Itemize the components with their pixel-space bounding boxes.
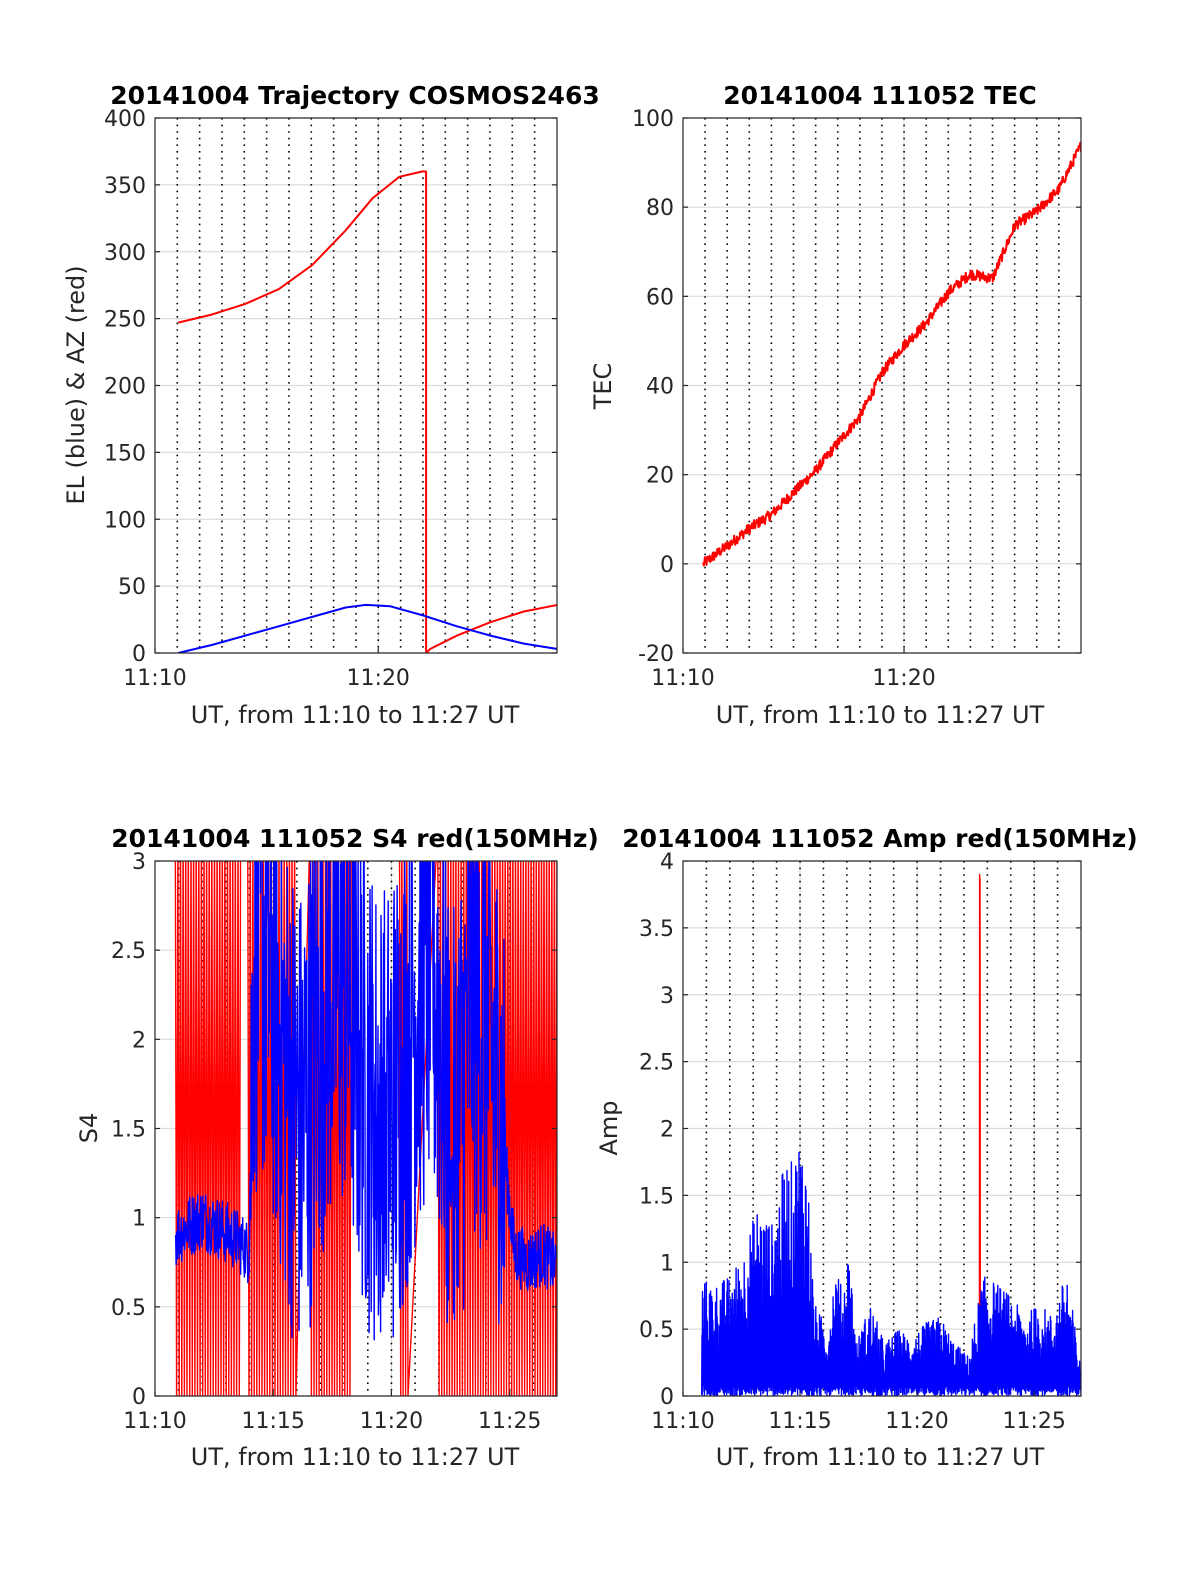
trajectory-title: 20141004 Trajectory COSMOS2463	[110, 81, 600, 110]
ytick-label: 200	[104, 375, 146, 400]
xtick-label: 11:25	[1003, 1409, 1066, 1434]
s4-title: 20141004 111052 S4 red(150MHz)	[111, 824, 599, 853]
xtick-label: 11:20	[872, 666, 935, 691]
ytick-label: 0	[132, 642, 146, 667]
ytick-label: 50	[118, 575, 146, 600]
ytick-label: 400	[104, 107, 146, 132]
ytick-label: 3	[132, 850, 146, 875]
xtick-label: 11:20	[360, 1409, 423, 1434]
panel-trajectory: 20141004 Trajectory COSMOS2463 UT, from …	[62, 81, 600, 729]
ytick-label: -20	[638, 642, 674, 667]
panel-s4: 20141004 111052 S4 red(150MHz) UT, from …	[75, 824, 599, 1471]
tec-xlabel: UT, from 11:10 to 11:27 UT	[716, 701, 1045, 729]
xtick-label: 11:15	[241, 1409, 304, 1434]
tec-series-0	[702, 141, 1081, 567]
plot-area	[177, 170, 557, 653]
ytick-label: 4	[660, 850, 674, 875]
ytick-label: 250	[104, 308, 146, 333]
ytick-label: 1.5	[111, 1118, 146, 1143]
ytick-label: 150	[104, 441, 146, 466]
trajectory-series-0	[177, 170, 557, 653]
ytick-label: 1.5	[639, 1184, 674, 1209]
ytick-label: 1	[660, 1251, 674, 1276]
ytick-label: 1	[132, 1207, 146, 1232]
ytick-label: 2.5	[111, 939, 146, 964]
ytick-label: 0.5	[639, 1318, 674, 1343]
ytick-label: 0.5	[111, 1296, 146, 1321]
s4-ylabel: S4	[75, 1113, 103, 1144]
panel-amp: 20141004 111052 Amp red(150MHz) UT, from…	[595, 824, 1138, 1471]
tec-ylabel: TEC	[589, 363, 617, 411]
xtick-label: 11:20	[885, 1409, 948, 1434]
plot-area	[174, 861, 557, 1396]
trajectory-xlabel: UT, from 11:10 to 11:27 UT	[191, 701, 520, 729]
ytick-label: 2.5	[639, 1051, 674, 1076]
xtick-label: 11:25	[478, 1409, 541, 1434]
ytick-label: 20	[646, 464, 674, 489]
ytick-label: 60	[646, 285, 674, 310]
xtick-label: 11:10	[651, 1409, 714, 1434]
plot-area	[701, 873, 1081, 1396]
ytick-label: 350	[104, 174, 146, 199]
s4-series-1	[174, 861, 557, 1341]
xtick-label: 11:15	[768, 1409, 831, 1434]
s4-xlabel: UT, from 11:10 to 11:27 UT	[191, 1443, 520, 1471]
ytick-label: 0	[660, 553, 674, 578]
xtick-label: 11:10	[123, 1409, 186, 1434]
tec-title: 20141004 111052 TEC	[723, 81, 1036, 110]
amp-title: 20141004 111052 Amp red(150MHz)	[622, 824, 1138, 853]
trajectory-series-1	[177, 603, 557, 653]
ytick-label: 100	[104, 508, 146, 533]
amp-series-1	[701, 1151, 1081, 1396]
trajectory-ylabel: EL (blue) & AZ (red)	[62, 265, 90, 504]
xtick-label: 11:10	[651, 666, 714, 691]
ytick-label: 2	[132, 1028, 146, 1053]
plot-area	[702, 141, 1081, 567]
ytick-label: 80	[646, 196, 674, 221]
ytick-label: 300	[104, 241, 146, 266]
ytick-label: 2	[660, 1118, 674, 1143]
amp-xlabel: UT, from 11:10 to 11:27 UT	[716, 1443, 1045, 1471]
ytick-label: 3	[660, 984, 674, 1009]
panel-tec: 20141004 111052 TEC UT, from 11:10 to 11…	[589, 81, 1082, 729]
amp-ylabel: Amp	[595, 1100, 623, 1155]
ytick-label: 40	[646, 375, 674, 400]
ytick-label: 0	[660, 1385, 674, 1410]
xtick-label: 11:20	[347, 666, 410, 691]
ytick-label: 3.5	[639, 917, 674, 942]
ytick-label: 100	[632, 107, 674, 132]
ytick-label: 0	[132, 1385, 146, 1410]
xtick-label: 11:10	[123, 666, 186, 691]
amp-series-0	[978, 873, 982, 1363]
